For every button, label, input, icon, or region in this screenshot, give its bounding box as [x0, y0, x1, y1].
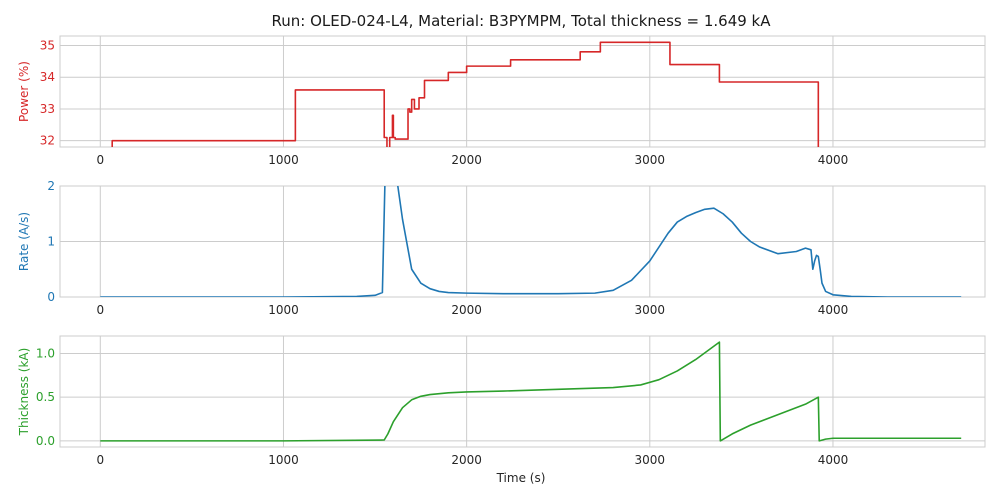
thickness-panel: 0 1000 2000 3000 4000 0.0 0.5 1.0 Thickness (kA)	[17, 335, 986, 467]
power-panel: 0 1000 2000 3000 4000 32 33 34 35 Power (%)	[17, 35, 986, 167]
thickness-x-tick-label: 1000	[268, 453, 299, 467]
power-y-axis-label: Power (%)	[17, 61, 31, 122]
rate-x-tick-label: 2000	[451, 303, 482, 317]
rate-axes-frame	[59, 185, 986, 298]
power-axes-frame	[59, 35, 986, 148]
thickness-y-tick-label: 1.0	[36, 346, 55, 360]
thickness-y-tick-label: 0.5	[36, 390, 55, 404]
power-y-tick-label: 34	[40, 70, 55, 84]
power-x-tick-label: 3000	[635, 153, 666, 167]
rate-y-tick-label: 2	[47, 179, 55, 193]
rate-x-tick-label: 1000	[268, 303, 299, 317]
power-y-tick-label: 35	[40, 39, 55, 53]
power-x-tick-label: 4000	[818, 153, 849, 167]
rate-y-axis-label: Rate (A/s)	[17, 212, 31, 271]
thickness-y-tick-label: 0.0	[36, 434, 55, 448]
thickness-x-tick-label: 2000	[451, 453, 482, 467]
thickness-x-tick-label: 0	[96, 453, 104, 467]
rate-y-tick-label: 1	[47, 235, 55, 249]
power-x-tick-label: 1000	[268, 153, 299, 167]
rate-series-line	[100, 186, 962, 297]
rate-panel: 0 1000 2000 3000 4000 0 1 2 Rate (A/s)	[17, 179, 986, 317]
rate-x-tick-label: 0	[96, 303, 104, 317]
thickness-y-axis-label: Thickness (kA)	[17, 348, 31, 437]
thickness-series-line	[100, 341, 962, 442]
rate-y-tick-label: 0	[47, 290, 55, 304]
power-x-tick-label: 0	[96, 153, 104, 167]
power-y-tick-label: 32	[40, 134, 55, 148]
rate-x-tick-label: 3000	[635, 303, 666, 317]
thickness-axes-frame	[59, 335, 986, 448]
x-axis-label: Time (s)	[496, 471, 546, 485]
power-series-line	[111, 41, 820, 147]
rate-x-tick-label: 4000	[818, 303, 849, 317]
thickness-x-tick-label: 4000	[818, 453, 849, 467]
power-x-tick-label: 2000	[451, 153, 482, 167]
power-y-tick-label: 33	[40, 102, 55, 116]
thickness-x-tick-label: 3000	[635, 453, 666, 467]
chart-title: Run: OLED-024-L4, Material: B3PYMPM, Tot…	[271, 12, 771, 30]
